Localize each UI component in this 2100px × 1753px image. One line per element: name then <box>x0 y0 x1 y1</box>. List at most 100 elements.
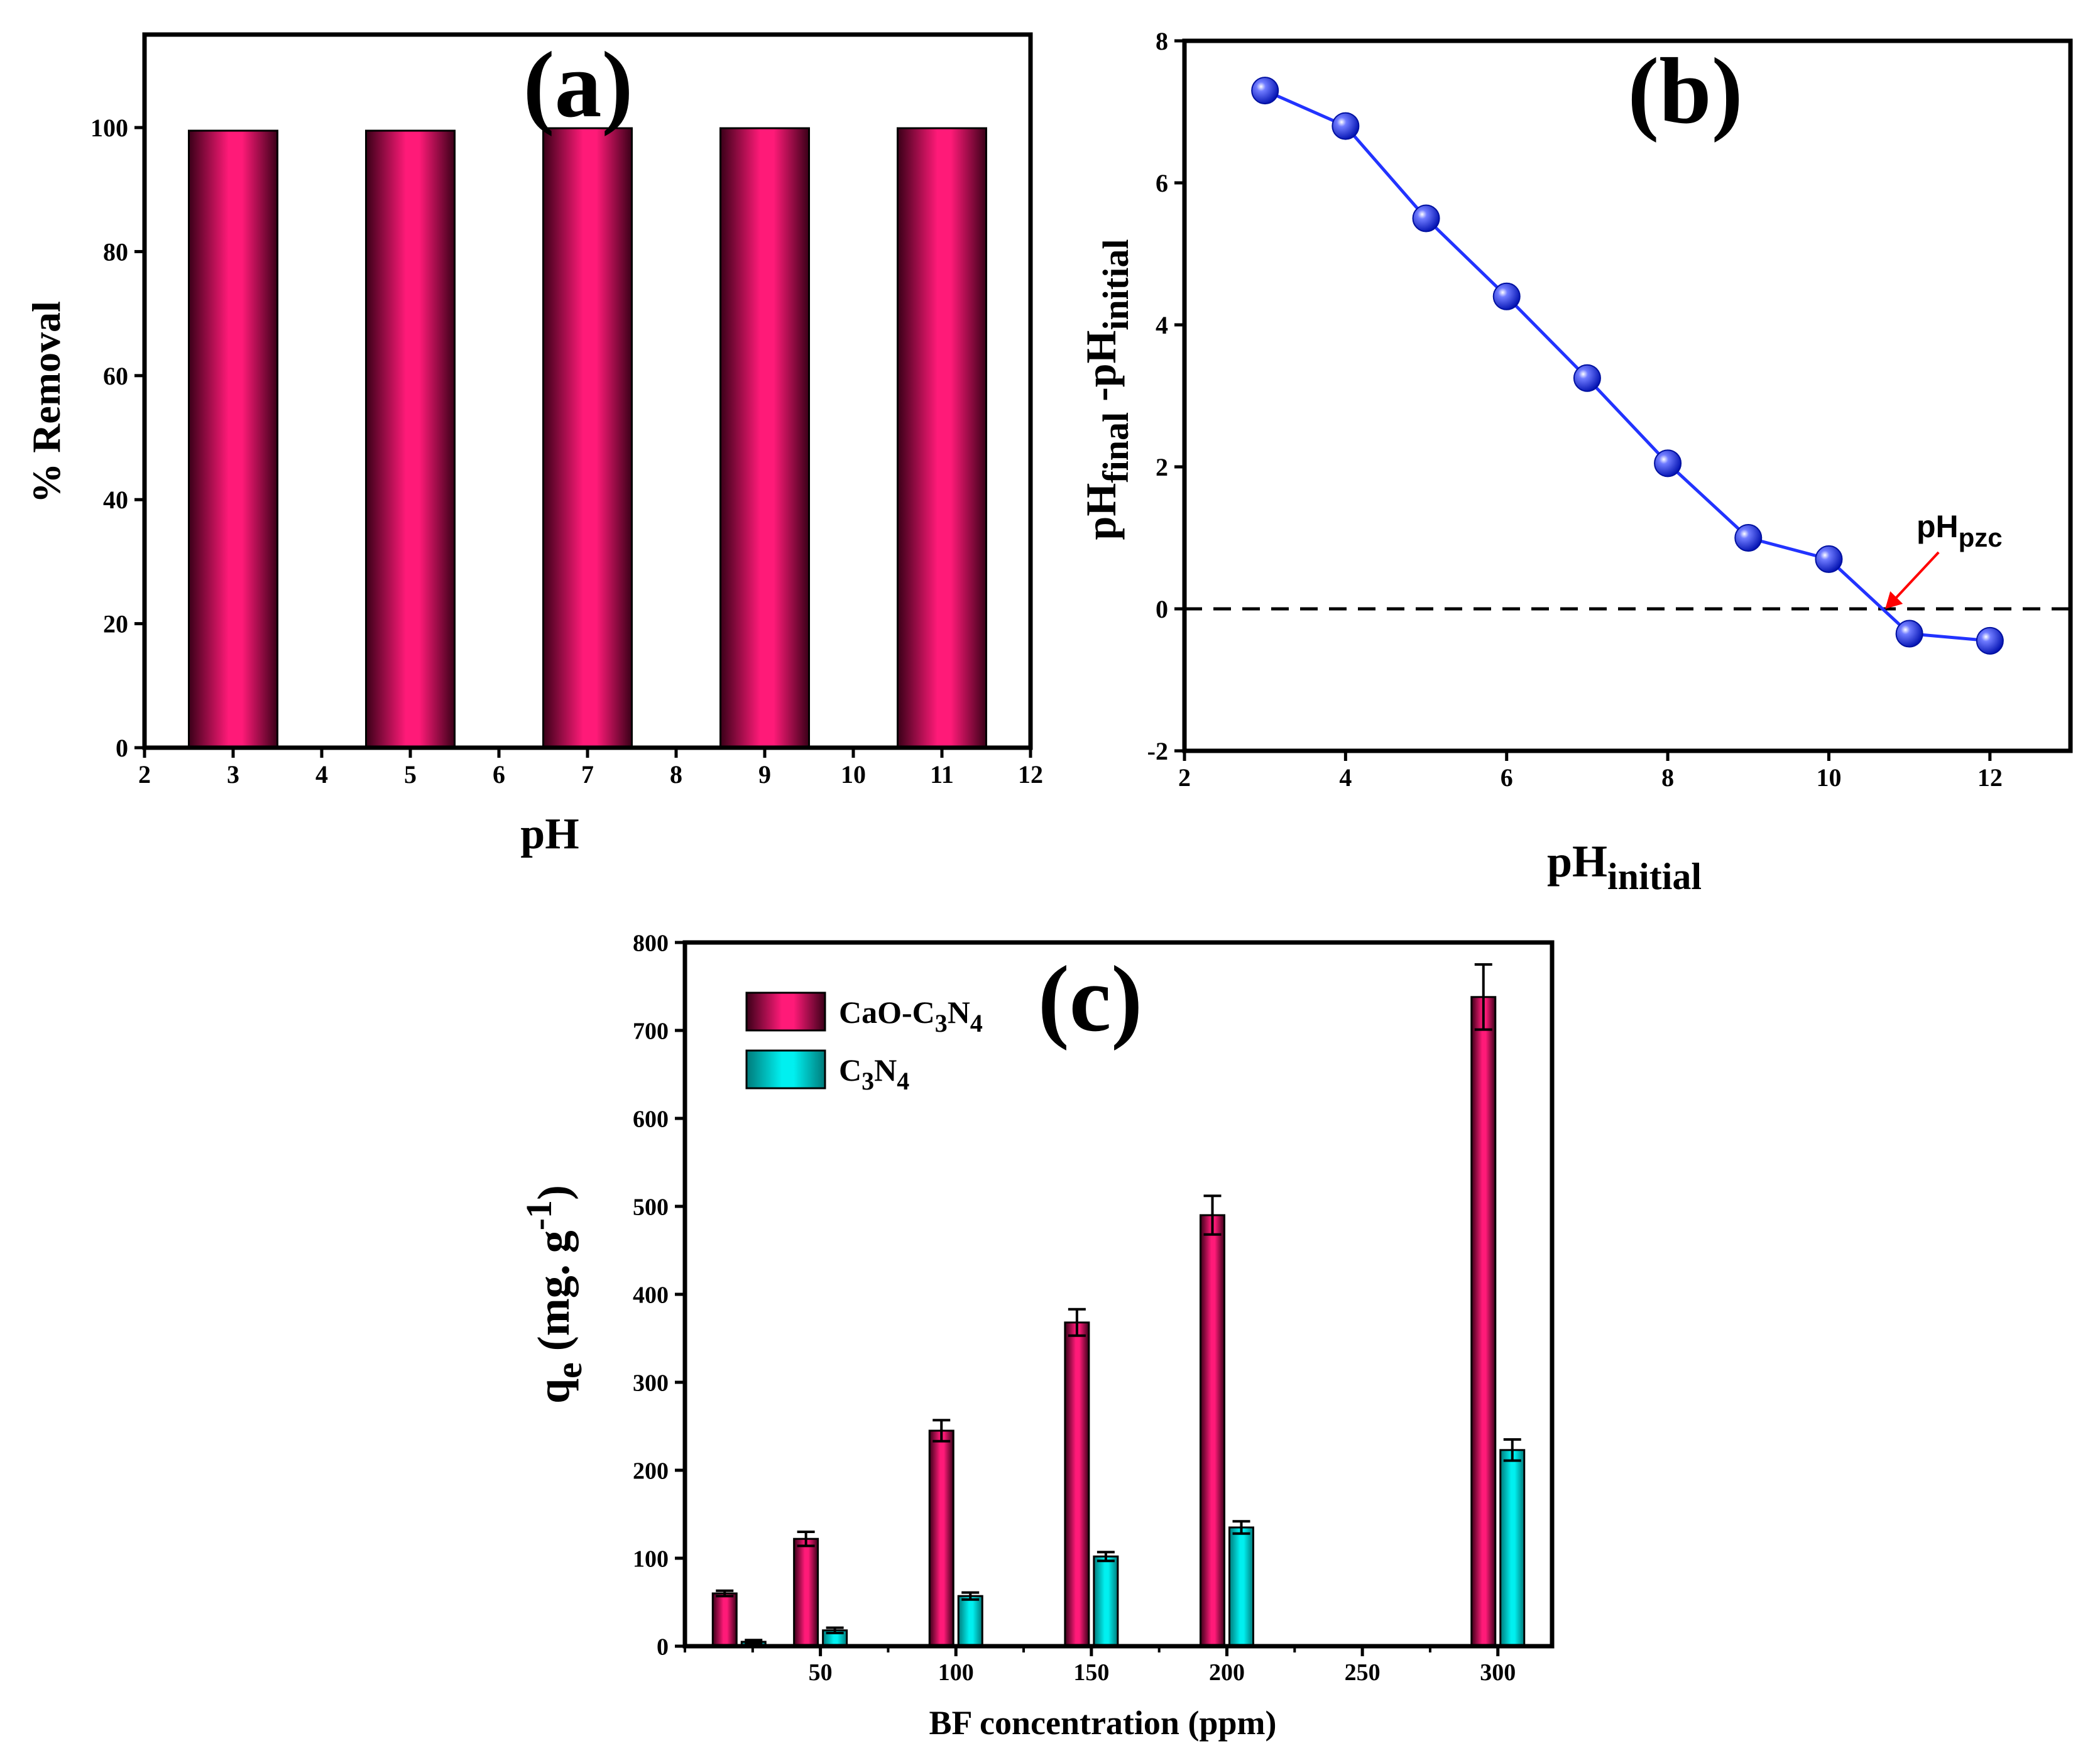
panel-a-label: (a) <box>523 33 633 137</box>
panel-c-bar-s1-4 <box>1228 1526 1254 1647</box>
panel-a-x-tick-label-10: 12 <box>1018 760 1043 789</box>
panel-b-series-line <box>1264 89 1991 643</box>
panel-c-x-tick-label-1: 100 <box>938 1659 974 1686</box>
panel-c-bar-s0-4 <box>1200 1214 1225 1647</box>
panel-c-y-tick-label-8: 800 <box>633 930 669 956</box>
panel-a-x-tick-label-0: 2 <box>138 760 151 789</box>
panel-b-y-tick-label-2: 2 <box>1156 453 1168 481</box>
panel-c-y-tick-label-0: 0 <box>657 1634 669 1660</box>
panel-b-y-tick-label-0: -2 <box>1147 737 1168 765</box>
legend-label-c3n4-p3: N <box>874 1052 897 1088</box>
panel-b-y-tick-label-5: 8 <box>1156 27 1168 55</box>
pzc-annotation-label: pHpzc <box>1917 509 2003 552</box>
panel-c-bar-s0-2 <box>928 1429 954 1647</box>
panel-c-bar-s0-3 <box>1064 1321 1090 1647</box>
panel-c-y-axis-label-main: q <box>528 1379 579 1404</box>
panel-a-bar-3 <box>719 127 810 749</box>
panel-c-legend: CaO-C3N4 C3N4 <box>745 991 983 1095</box>
panel-a-y-axis-label: % Removal <box>24 301 68 503</box>
panel-c-y-axis-label-close: ) <box>528 1185 579 1200</box>
pzc-annotation-sub: pzc <box>1959 523 2003 552</box>
panel-c-x-tick-label-3: 200 <box>1209 1659 1245 1686</box>
panel-a-x-tick-label-6: 8 <box>670 760 682 789</box>
panel-b-y-tick-label-3: 4 <box>1156 311 1168 339</box>
panel-a-y-tick-label-1: 20 <box>103 610 128 638</box>
panel-c-bar-s1-2 <box>957 1595 983 1647</box>
panel-b-pzc-annotation: pHpzc <box>1885 509 2003 609</box>
panel-c-y-tick-label-6: 600 <box>633 1106 669 1132</box>
panel-b-point-1 <box>1332 112 1360 140</box>
panel-c-x-axis-label: BF concentration (ppm) <box>929 1704 1277 1742</box>
legend-label-cao-c3n4: CaO-C3N4 <box>839 995 983 1037</box>
panel-b-x-tick-label-0: 2 <box>1178 763 1191 792</box>
panel-b-points <box>1251 77 2004 655</box>
panel-c-x-tick-label-5: 300 <box>1480 1659 1516 1686</box>
legend-label-c3n4-p4: 4 <box>897 1067 909 1095</box>
panel-a-bar-1 <box>365 129 456 749</box>
panel-c-bar-s0-0 <box>711 1592 738 1647</box>
panel-b-y-axis-label-part4: initial <box>1095 239 1136 330</box>
panel-c-bar-s0-1 <box>793 1537 819 1647</box>
panel-a-bar-4 <box>897 127 987 749</box>
panel-a-x-axis-label: pH <box>520 810 579 858</box>
panel-a-ticks: 2 3 4 5 6 7 8 9 10 11 12 0 20 40 60 80 100 <box>90 114 1043 789</box>
panel-b-label: (b) <box>1627 39 1742 143</box>
panel-c-x-tick-label-2: 150 <box>1073 1659 1109 1686</box>
panel-b-x-axis-label-main: pH <box>1547 836 1607 887</box>
legend-label-cao-c3n4-p4: 4 <box>970 1009 983 1037</box>
panel-b-point-3 <box>1492 282 1521 310</box>
panel-b-point-7 <box>1815 545 1843 573</box>
pzc-annotation-main: pH <box>1917 509 1959 544</box>
legend-label-c3n4-p2: 3 <box>861 1067 874 1095</box>
panel-a-y-tick-label-3: 60 <box>103 362 128 390</box>
panel-b-y-axis-label-part1: pH <box>1077 483 1125 540</box>
panel-a-x-tick-label-4: 6 <box>493 760 505 789</box>
legend-label-c3n4: C3N4 <box>839 1052 909 1095</box>
panel-a-y-tick-label-0: 0 <box>116 734 128 762</box>
panel-c-y-tick-label-1: 100 <box>633 1546 669 1572</box>
panel-b-point-0 <box>1251 77 1279 105</box>
panel-c-bars <box>711 963 1526 1647</box>
legend-label-cao-c3n4-p2: 3 <box>935 1009 948 1037</box>
panel-b-point-9 <box>1976 626 2004 655</box>
panel-b-ticks: 2 4 6 8 10 12 -2 0 2 4 6 8 <box>1147 27 2003 792</box>
panel-b-x-tick-label-1: 4 <box>1339 763 1352 792</box>
legend-label-cao-c3n4-p3: N <box>948 995 970 1030</box>
panel-c-label: (c) <box>1038 947 1142 1051</box>
panel-c-bar-s1-5 <box>1499 1449 1526 1647</box>
pzc-arrow <box>1893 551 1940 601</box>
panel-a-x-tick-label-8: 10 <box>841 760 866 789</box>
panel-b-y-axis-label-part2: final <box>1095 412 1136 483</box>
panel-c-y-tick-label-4: 400 <box>633 1282 669 1308</box>
panel-b-x-tick-label-2: 6 <box>1501 763 1513 792</box>
panel-a-bars <box>188 127 987 749</box>
panel-a-y-tick-label-2: 40 <box>103 486 128 514</box>
panel-b-x-tick-label-4: 10 <box>1816 763 1841 792</box>
panel-a-x-tick-label-7: 9 <box>758 760 771 789</box>
panel-b-point-5 <box>1654 449 1682 478</box>
legend-swatch-c3n4 <box>745 1049 826 1089</box>
panel-b-x-axis-label: pHinitial <box>1547 836 1702 897</box>
panel-a-y-tick-label-5: 100 <box>90 114 128 142</box>
panel-a-x-tick-label-1: 3 <box>227 760 239 789</box>
panel-c-y-axis-label-sup: -1 <box>518 1200 559 1230</box>
panel-b-y-tick-label-4: 6 <box>1156 169 1168 197</box>
panel-c-y-axis-label-sub: e <box>549 1362 589 1379</box>
legend-label-c3n4-p1: C <box>839 1052 861 1088</box>
panel-b-point-4 <box>1573 364 1601 392</box>
panel-a-x-tick-label-5: 7 <box>581 760 594 789</box>
panel-c-y-tick-label-5: 500 <box>633 1194 669 1220</box>
panel-b-y-axis-label-part3: -pH <box>1077 330 1125 412</box>
panel-a-x-tick-label-2: 4 <box>315 760 328 789</box>
panel-c-bar-s0-5 <box>1470 996 1497 1647</box>
panel-c-y-axis-label: qe (mg. g-1) <box>518 1185 589 1404</box>
panel-b-x-axis-label-sub: initial <box>1607 856 1702 897</box>
panel-a-plot-frame <box>142 32 1033 750</box>
panel-c-x-tick-label-4: 250 <box>1345 1659 1381 1686</box>
panel-c-y-tick-label-2: 200 <box>633 1458 669 1484</box>
panel-c-x-tick-label-0: 50 <box>809 1659 833 1686</box>
panel-c: 50 100 150 200 250 300 0 100 200 300 400 500 600 700 8… <box>518 930 1555 1742</box>
panel-a: 2 3 4 5 6 7 8 9 10 11 12 0 20 40 60 80 100 (a) pH % Remo… <box>24 32 1043 858</box>
